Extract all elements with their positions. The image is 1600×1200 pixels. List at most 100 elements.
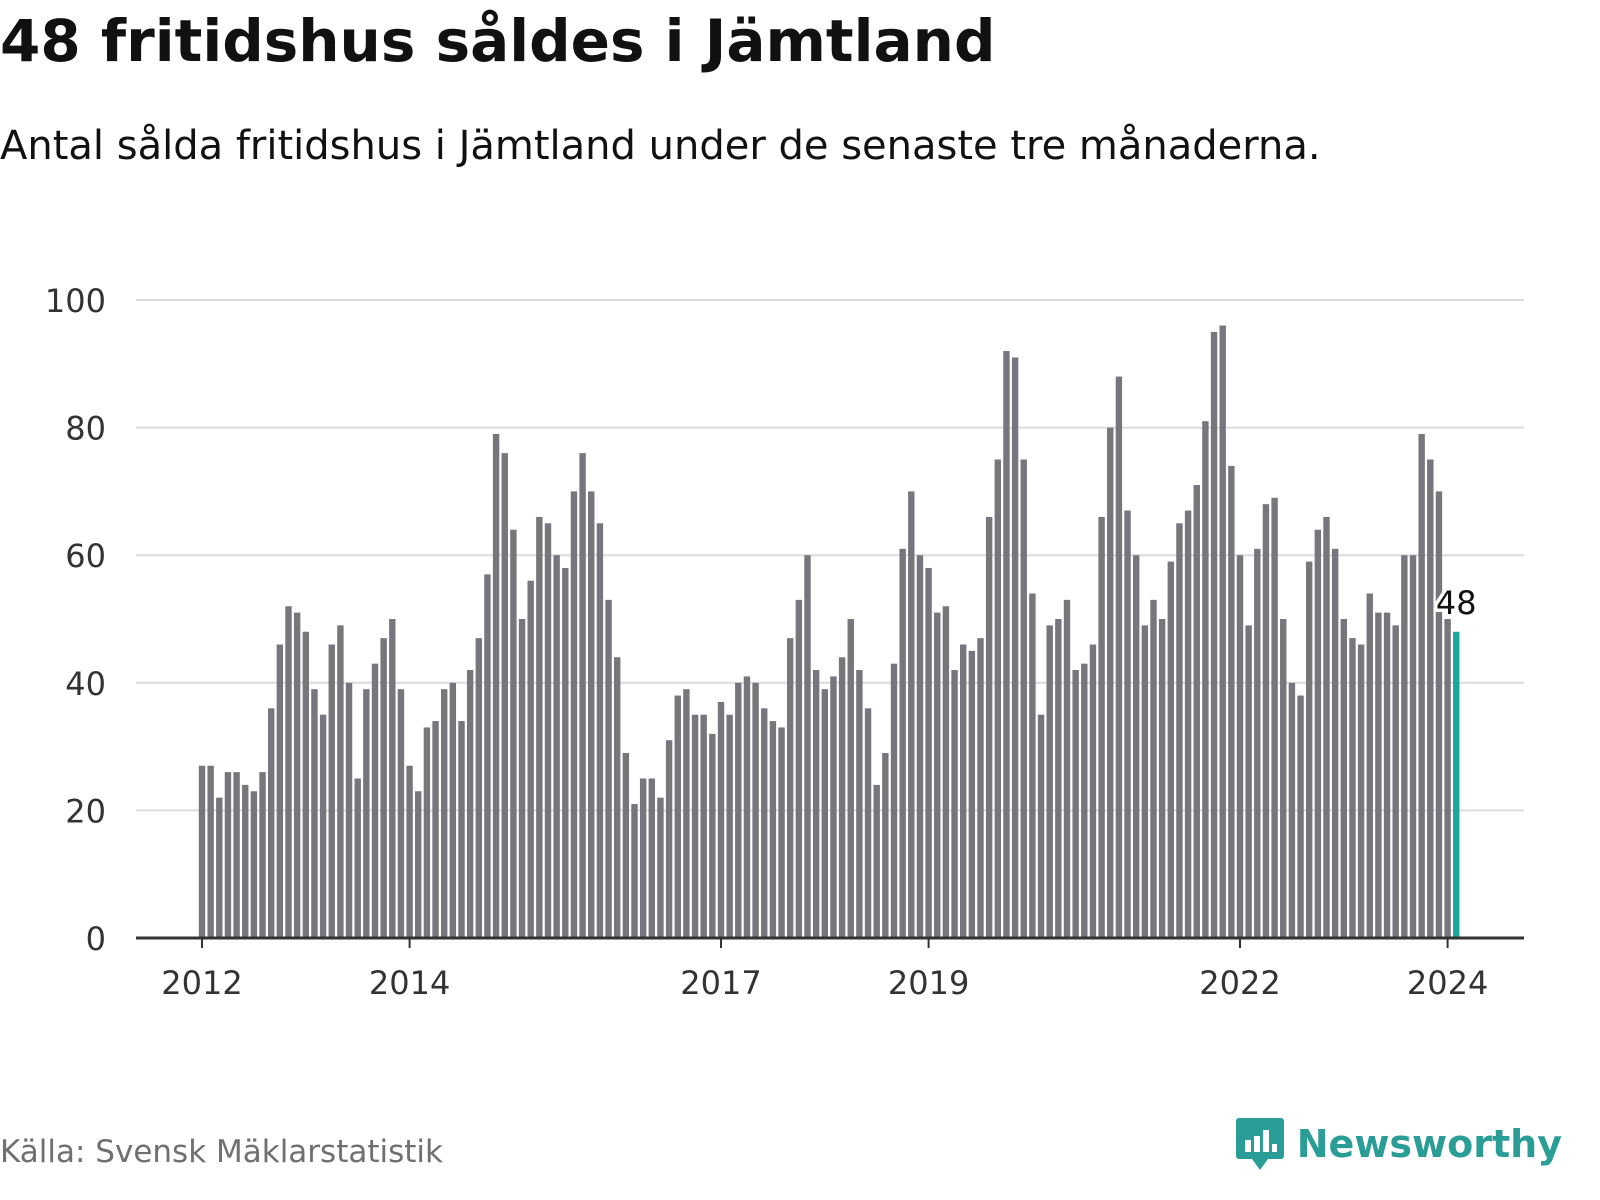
bar [908, 491, 915, 938]
bar [1141, 625, 1149, 938]
bar [441, 689, 448, 938]
bar [1020, 459, 1027, 938]
bar [268, 708, 275, 938]
labels: 0 20 40 60 80 100 2012 2014 2017 2019 2022 2024 48 [45, 282, 1488, 1002]
bar [700, 714, 707, 938]
bar [1392, 625, 1399, 938]
bar [536, 516, 543, 938]
chart-subtitle: Antal sålda fritidshus i Jämtland under … [0, 123, 1321, 169]
x-tick-label: 2024 [1407, 964, 1488, 1002]
bar [856, 670, 863, 938]
bar [276, 644, 284, 938]
bar [259, 772, 266, 938]
bar [804, 555, 811, 938]
bar [752, 682, 759, 938]
x-tick-label: 2019 [888, 964, 969, 1002]
x-tick-label: 2014 [369, 964, 450, 1002]
bar [899, 548, 906, 938]
bar [873, 784, 880, 938]
bar [657, 797, 664, 938]
bar [1228, 465, 1235, 938]
bar [717, 701, 725, 938]
bar [838, 657, 846, 938]
bar [951, 670, 958, 938]
bar [363, 689, 370, 938]
bar [397, 689, 405, 938]
bar [449, 682, 457, 938]
bar [614, 657, 621, 938]
bar [1262, 504, 1270, 938]
bar [1098, 516, 1105, 938]
x-tick-label: 2022 [1199, 964, 1280, 1002]
bar [1219, 325, 1226, 938]
bar [787, 638, 794, 938]
bar [518, 619, 526, 938]
bar [1133, 555, 1140, 938]
bar [1288, 682, 1296, 938]
bar [1176, 523, 1183, 938]
bar [224, 772, 232, 938]
bar [242, 784, 249, 938]
bar [1150, 599, 1157, 938]
bar [1340, 619, 1347, 938]
bar [458, 721, 465, 938]
bar [1210, 331, 1218, 938]
bar [960, 644, 967, 938]
brand-name: Newsworthy [1296, 1122, 1562, 1166]
bar [1418, 433, 1425, 938]
brand-logo: Newsworthy [1235, 1116, 1562, 1172]
bar [570, 491, 578, 938]
bar [233, 772, 240, 938]
bars [198, 325, 1460, 939]
bar [250, 791, 258, 938]
bar [1375, 612, 1382, 938]
bar [665, 740, 673, 938]
bar [1193, 485, 1200, 938]
bar [847, 619, 854, 938]
bar [415, 791, 422, 938]
bar [198, 765, 206, 938]
bar [1081, 663, 1088, 938]
bar [311, 689, 318, 938]
bar [380, 638, 387, 938]
bar [579, 453, 586, 938]
bar [977, 638, 984, 938]
bar [1245, 625, 1252, 938]
bar [925, 567, 932, 938]
x-tick-label: 2017 [680, 964, 761, 1002]
bar [1184, 510, 1192, 938]
bar [1115, 376, 1123, 938]
bar [1003, 351, 1010, 938]
bar [709, 733, 716, 938]
bar [1011, 357, 1019, 938]
bar [994, 459, 1001, 938]
bar [406, 765, 413, 938]
bar [622, 752, 630, 938]
bar [683, 689, 690, 938]
bar [1323, 516, 1330, 938]
bar [1297, 695, 1304, 938]
bar [934, 612, 941, 938]
bar [726, 714, 733, 938]
bar [1435, 491, 1443, 938]
y-tick-label: 20 [65, 792, 106, 830]
bar [1444, 619, 1451, 938]
bar [1280, 619, 1287, 938]
bar [1271, 497, 1278, 938]
bar [1366, 593, 1373, 938]
bar [1072, 670, 1079, 938]
bar [778, 727, 785, 938]
bar [475, 638, 482, 938]
bar [1306, 561, 1313, 938]
bar [389, 619, 396, 938]
bar [639, 778, 647, 938]
bar [596, 523, 604, 938]
bar [648, 778, 655, 938]
bar [916, 555, 924, 938]
y-tick-label: 0 [86, 920, 106, 958]
y-tick-label: 60 [65, 537, 106, 575]
bar [1401, 555, 1408, 938]
bar [882, 752, 889, 938]
bar [812, 670, 820, 938]
bar [466, 670, 474, 938]
